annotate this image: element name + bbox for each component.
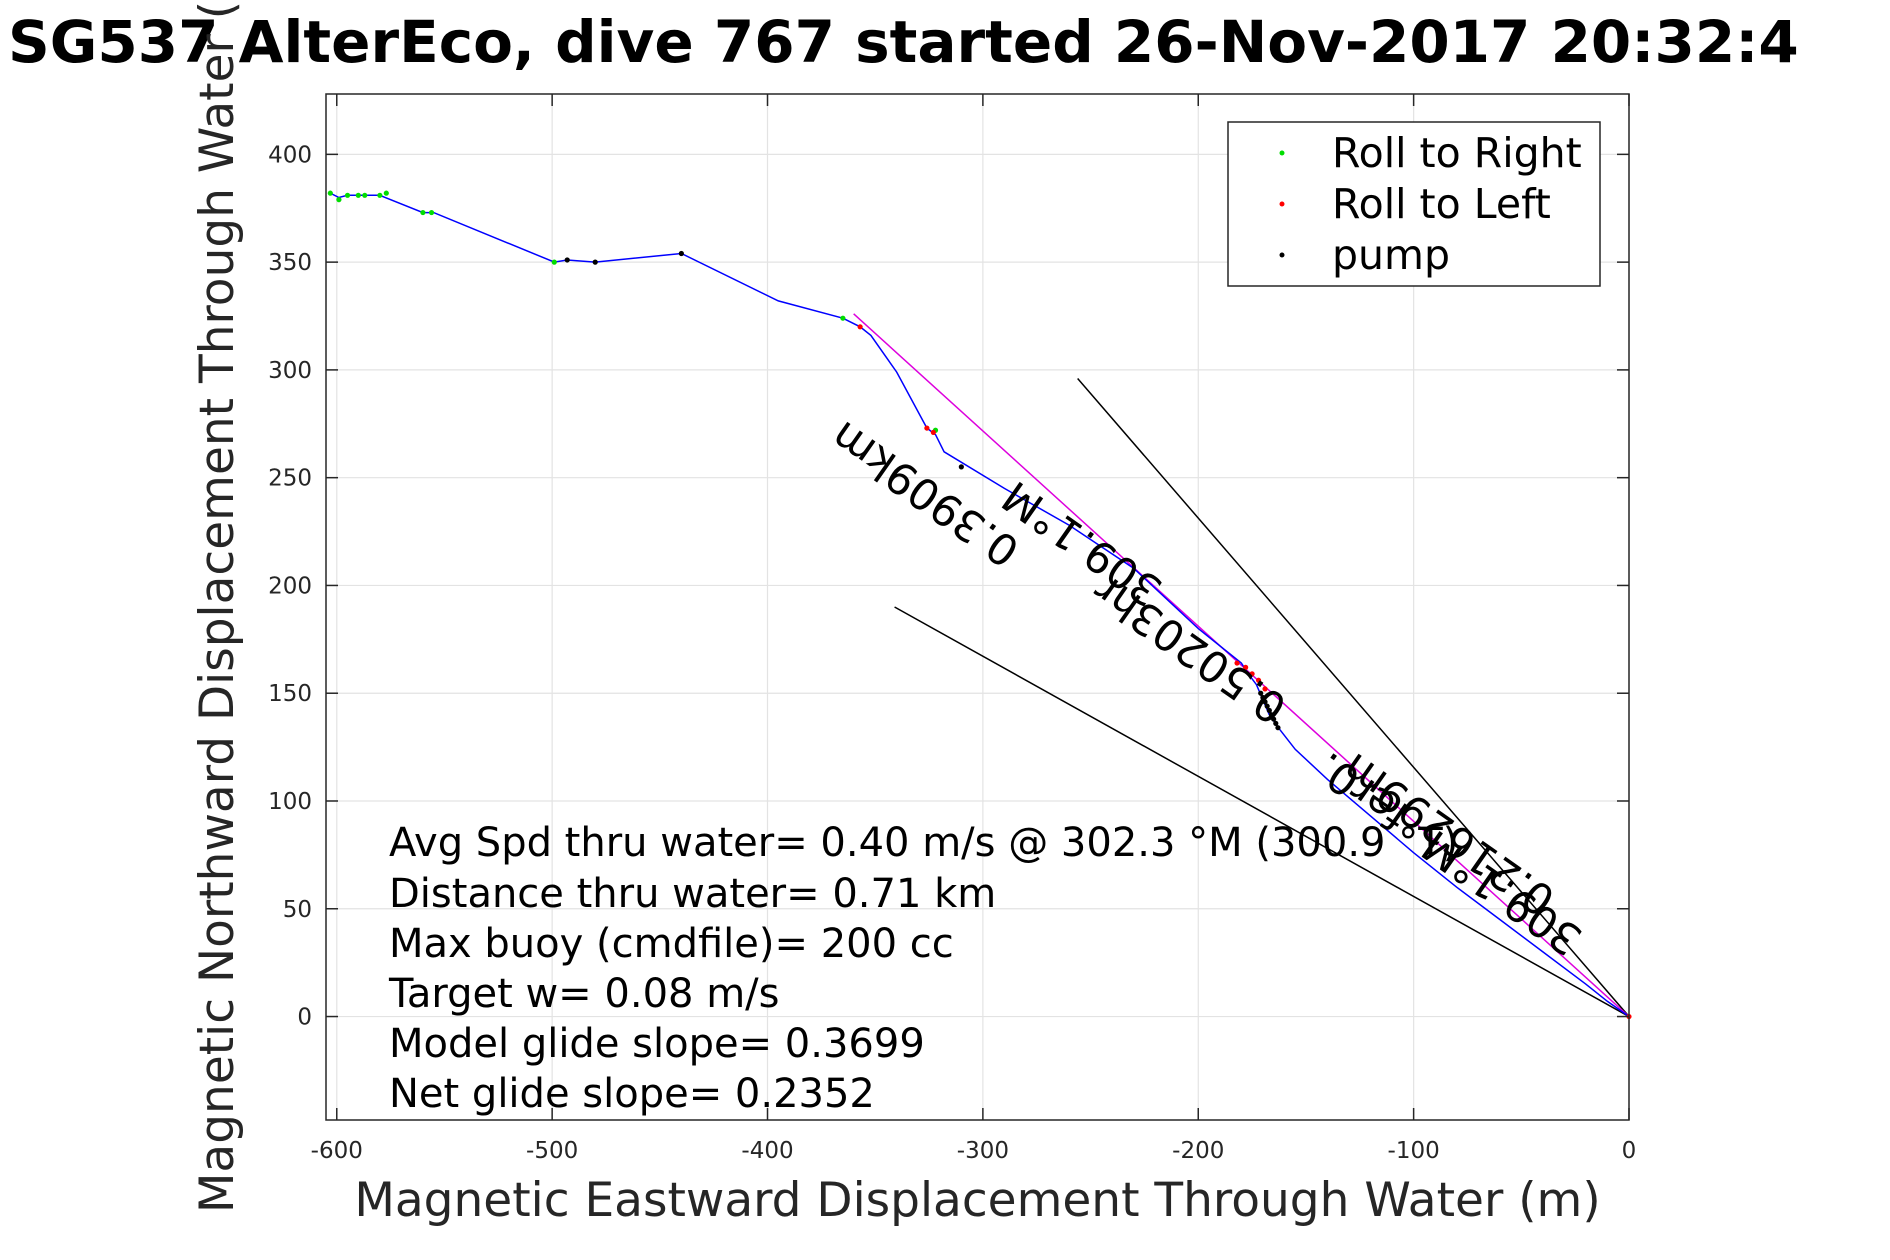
stat-distance: Distance thru water= 0.71 km	[389, 871, 996, 917]
legend-marker-roll-left	[1279, 201, 1285, 207]
legend-label-roll-left: Roll to Left	[1332, 180, 1551, 228]
x-tick-label: -400	[741, 1138, 793, 1164]
roll-right-point	[551, 259, 557, 265]
pump-point	[1264, 703, 1270, 709]
y-tick-label: 150	[268, 681, 312, 707]
pump-point	[564, 257, 570, 263]
roll-right-point	[355, 192, 361, 198]
roll-right-point	[327, 190, 333, 196]
x-tick-label: -600	[311, 1138, 363, 1164]
axis-ticks: -600 -500 -400 -300 -200 -100 0 0 50 100 150 200 250…	[268, 94, 1636, 1164]
roll-left-point	[1243, 664, 1249, 670]
roll-right-point	[344, 192, 351, 198]
roll-right-point	[428, 209, 435, 216]
legend: Roll to Right Roll to Left pump	[1227, 121, 1601, 287]
y-tick-label: 300	[268, 358, 312, 384]
roll-left-point	[1262, 686, 1268, 692]
pump-point	[592, 259, 598, 265]
legend-marker-roll-right	[1279, 150, 1285, 156]
y-tick-label: 0	[297, 1005, 312, 1031]
track-line	[329, 192, 1630, 1018]
x-tick-label: 0	[1622, 1138, 1637, 1164]
legend-label-roll-right: Roll to Right	[1332, 129, 1582, 177]
reference-line	[894, 606, 1630, 1018]
roll-right-point	[840, 315, 846, 321]
net-displacement-line	[853, 313, 1630, 1018]
pump-point	[1275, 725, 1281, 731]
reference-line	[1077, 378, 1630, 1018]
pump-point	[958, 464, 964, 470]
x-axis-label: Magnetic Eastward Displacement Through W…	[354, 1173, 1600, 1228]
y-tick-label: 100	[268, 789, 312, 815]
pump-point	[1271, 716, 1277, 722]
roll-left-point	[930, 429, 936, 436]
stat-target-w: Target w= 0.08 m/s	[388, 971, 779, 1017]
roll-left-point	[857, 324, 863, 330]
roll-left-point	[1234, 660, 1240, 666]
y-axis-label: Magnetic Northward Displacement Through …	[190, 1, 245, 1213]
x-tick-label: -300	[957, 1138, 1009, 1164]
legend-box	[1227, 121, 1601, 287]
dive-stats: Avg Spd thru water= 0.40 m/s @ 302.3 °M …	[388, 820, 1458, 1117]
pump-point	[1273, 720, 1279, 726]
pump-point	[1258, 690, 1264, 696]
roll-left-point	[1255, 677, 1262, 683]
roll-right-point	[336, 197, 342, 203]
y-tick-label: 400	[268, 142, 312, 168]
plot-frame	[325, 93, 1630, 1121]
y-tick-label: 200	[268, 573, 312, 599]
pump-point	[1260, 694, 1266, 701]
x-tick-label: -200	[1172, 1138, 1224, 1164]
chart-title: SG537 AlterEco, dive 767 started 26-Nov-…	[8, 8, 1799, 76]
stat-max-buoy: Max buoy (cmdfile)= 200 cc	[389, 921, 954, 967]
roll-left-point	[1249, 671, 1255, 677]
x-tick-label: -100	[1388, 1138, 1440, 1164]
pump-point	[1266, 707, 1272, 714]
pump-point	[1262, 699, 1268, 705]
y-tick-label: 50	[283, 897, 312, 923]
reference-lines	[894, 378, 1630, 1018]
roll-left-point	[924, 425, 930, 431]
stat-avg-speed: Avg Spd thru water= 0.40 m/s @ 302.3 °M …	[389, 820, 1458, 866]
legend-marker-pump	[1279, 252, 1285, 258]
pump-point	[678, 250, 684, 257]
roll-right-point	[377, 192, 383, 198]
roll-right-point	[362, 192, 368, 198]
x-tick-label: -500	[526, 1138, 578, 1164]
pump-point	[1268, 712, 1275, 718]
legend-label-pump: pump	[1332, 231, 1450, 279]
roll-right-point	[383, 190, 389, 196]
stat-model-glide-slope: Model glide slope= 0.3699	[389, 1021, 925, 1067]
y-tick-label: 350	[268, 250, 312, 276]
y-tick-label: 250	[268, 466, 312, 492]
stat-net-glide-slope: Net glide slope= 0.2352	[389, 1071, 875, 1117]
roll-right-point	[420, 209, 426, 216]
track	[329, 192, 1630, 1018]
data-points	[327, 190, 1632, 1020]
